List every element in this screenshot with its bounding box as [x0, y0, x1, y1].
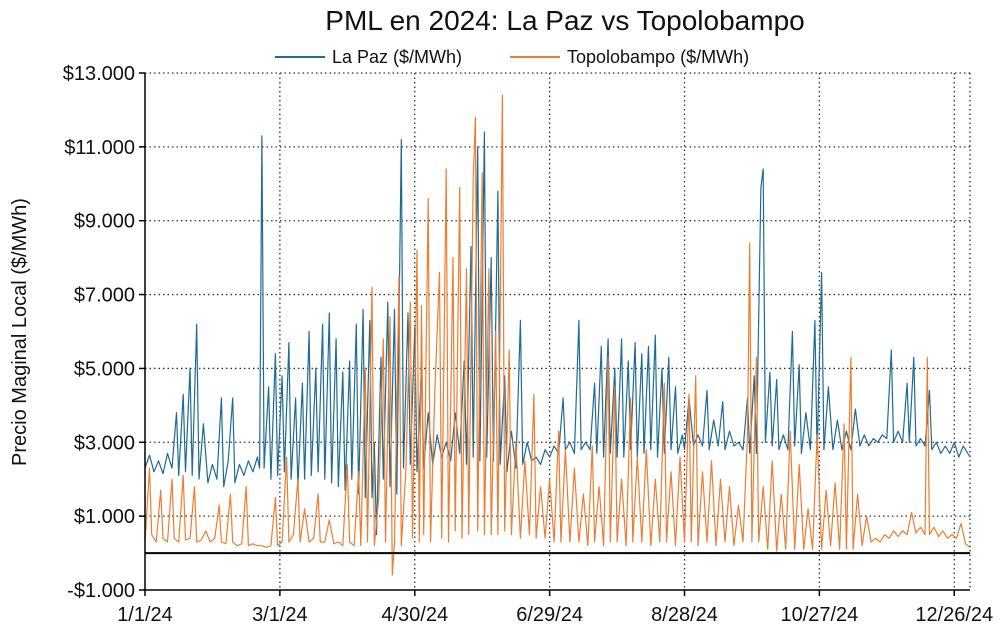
x-tick-label: 4/30/24 [381, 604, 448, 626]
y-tick-label: $5.000 [74, 358, 135, 380]
y-tick-label: $3.000 [74, 432, 135, 454]
y-axis-label: Precio Maginal Local ($/MWh) [9, 198, 31, 466]
grid [145, 72, 971, 590]
y-tick-label: $1.000 [74, 506, 135, 528]
legend: La Paz ($/MWh) Topolobampo ($/MWh) [275, 47, 749, 67]
y-tick-label: -$1.000 [67, 580, 135, 602]
series-line-topolobampo [144, 94, 971, 576]
x-tick-label: 12/26/24 [915, 604, 993, 626]
chart-title: PML en 2024: La Paz vs Topolobampo [325, 5, 804, 36]
x-tick-label: 3/1/24 [252, 604, 308, 626]
x-tick-labels: 1/1/24 3/1/24 4/30/24 6/29/24 8/28/24 10/27/2… [117, 604, 993, 626]
y-tick-label: $13.000 [63, 63, 135, 85]
y-tick-label: $7.000 [74, 285, 135, 307]
y-tick-labels: -$1.000 $1.000 $3.000 $5.000 $7.000 $9.000 $11… [63, 63, 135, 602]
x-tick-label: 8/28/24 [651, 604, 718, 626]
axes [139, 72, 970, 596]
legend-label-la-paz: La Paz ($/MWh) [332, 47, 462, 67]
y-tick-label: $9.000 [74, 211, 135, 233]
x-tick-label: 10/27/24 [780, 604, 858, 626]
series-layer [144, 94, 971, 576]
legend-label-topolobampo: Topolobampo ($/MWh) [567, 47, 749, 67]
y-tick-label: $11.000 [64, 137, 135, 159]
x-tick-label: 6/29/24 [516, 604, 583, 626]
x-tick-label: 1/1/24 [117, 604, 173, 626]
series-line-la-paz [144, 131, 971, 536]
